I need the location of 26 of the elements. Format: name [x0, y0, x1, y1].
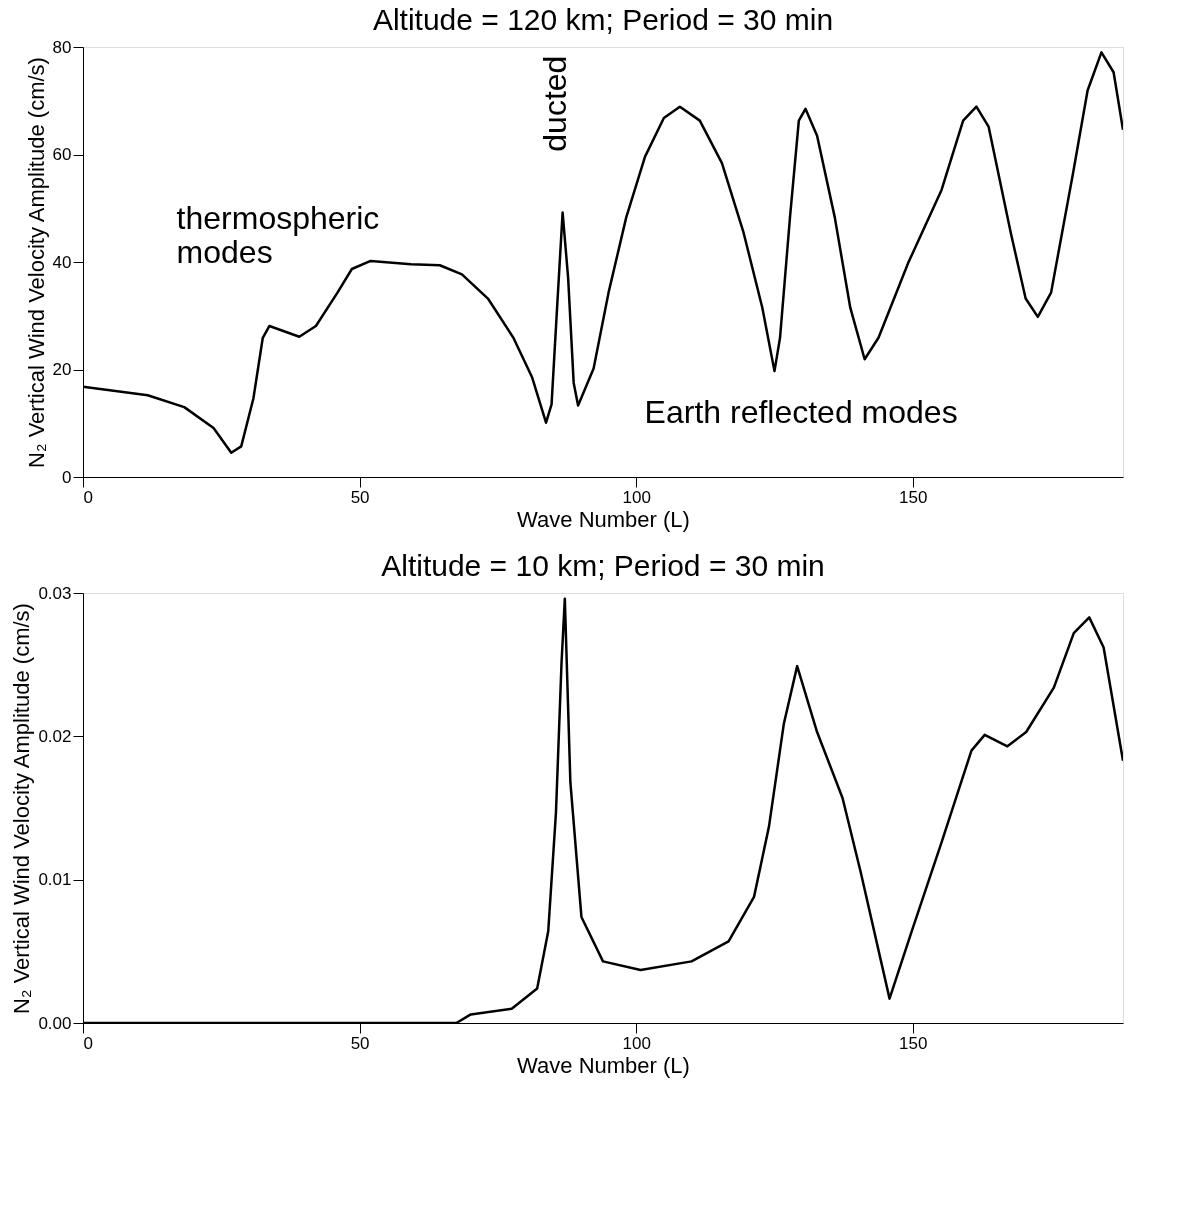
y-tick-label: 0.01: [38, 870, 72, 890]
y-axis-title: N₂ Vertical Wind Velocity Amplitude (cm/s): [9, 603, 35, 1014]
x-axis-title: Wave Number (L): [517, 506, 690, 532]
x-tick-label: 50: [350, 487, 370, 507]
chart-title: Altitude = 10 km; Period = 30 min: [381, 549, 825, 582]
x-tick-label: 100: [622, 487, 651, 507]
annotation: ducted: [537, 55, 574, 152]
y-tick-label: 0.03: [38, 583, 72, 603]
x-tick-label: 150: [899, 1033, 928, 1053]
chart-title: Altitude = 120 km; Period = 30 min: [372, 3, 834, 36]
x-tick-label: 50: [350, 1033, 370, 1053]
annotation: Earth reflected modes: [644, 393, 958, 430]
y-tick-label: 0: [62, 467, 72, 487]
x-tick-label: 0: [83, 1033, 93, 1053]
x-tick-label: 100: [622, 1033, 651, 1053]
x-axis-title: Wave Number (L): [517, 1052, 690, 1078]
annotation: thermospheric modes: [176, 200, 380, 270]
y-tick-label: 80: [52, 37, 72, 57]
y-tick-label: 60: [52, 145, 72, 164]
y-tick-label: 40: [52, 252, 72, 272]
y-tick-label: 0.02: [38, 726, 72, 746]
x-tick-label: 0: [83, 487, 93, 507]
x-tick-label: 150: [899, 487, 928, 507]
y-axis-title: N₂ Vertical Wind Velocity Amplitude (cm/s): [23, 57, 49, 468]
y-tick-label: 0.00: [38, 1013, 72, 1033]
y-tick-label: 20: [52, 360, 72, 379]
